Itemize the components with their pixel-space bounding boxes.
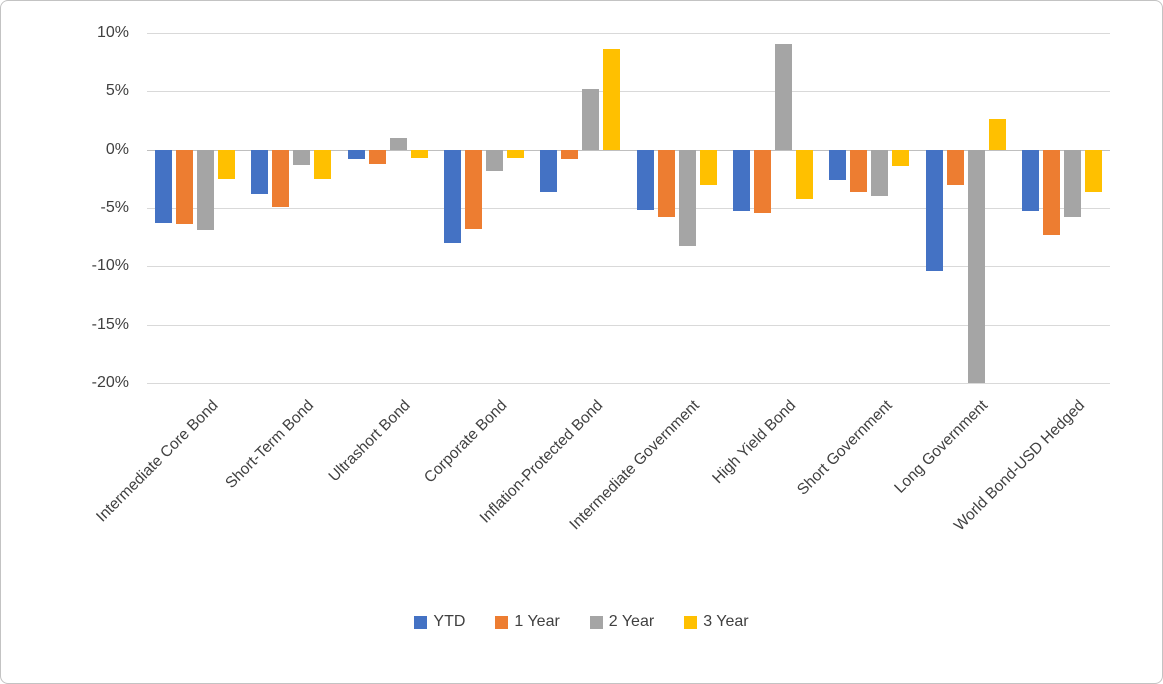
x-category-label: Ultrashort Bond xyxy=(325,397,414,486)
bar xyxy=(892,149,910,166)
legend-item: 1 Year xyxy=(495,613,560,631)
legend-swatch-icon xyxy=(589,615,603,629)
bar xyxy=(293,149,311,165)
x-category-label: Corporate Bond xyxy=(420,397,511,487)
x-category-label: Short Government xyxy=(793,397,896,499)
bar xyxy=(1021,149,1039,212)
gridline xyxy=(147,208,1110,209)
x-category-label: Long Government xyxy=(891,397,992,497)
legend-label: 1 Year xyxy=(514,613,560,630)
bar xyxy=(347,149,365,159)
y-tick-label: 0% xyxy=(105,140,129,158)
y-tick-label: 5% xyxy=(105,82,129,100)
bar xyxy=(925,149,943,271)
bar xyxy=(603,49,621,150)
bar xyxy=(732,149,750,212)
bar xyxy=(988,119,1006,150)
y-tick-label: -20% xyxy=(91,374,129,391)
gridline xyxy=(147,266,1110,268)
bar xyxy=(829,149,847,180)
bar xyxy=(967,149,985,383)
legend-swatch-icon xyxy=(495,615,509,629)
y-tick-label: 10% xyxy=(96,24,129,41)
bar xyxy=(272,149,290,207)
bar xyxy=(389,138,407,150)
legend-swatch-icon xyxy=(684,615,698,629)
bar xyxy=(1063,149,1081,218)
bar xyxy=(540,149,558,192)
x-category-label: Intermediate Core Bond xyxy=(92,397,222,526)
legend-item: 2 Year xyxy=(589,613,655,631)
gridline xyxy=(147,383,1110,384)
bar xyxy=(850,149,868,192)
x-axis-line xyxy=(147,149,1110,151)
bar xyxy=(314,149,332,179)
legend-label: 2 Year xyxy=(608,613,655,630)
gridline xyxy=(147,91,1110,93)
bar xyxy=(753,149,771,213)
bar xyxy=(636,149,654,211)
bar xyxy=(176,149,194,225)
bar xyxy=(155,149,173,224)
bar xyxy=(507,149,525,158)
bar xyxy=(871,149,889,197)
bar xyxy=(678,149,696,247)
legend-item: 3 Year xyxy=(684,613,749,631)
x-category-label: High Yield Bond xyxy=(708,397,799,488)
y-tick-label: -15% xyxy=(91,315,129,333)
bar xyxy=(1042,149,1060,235)
bar xyxy=(699,149,717,185)
legend-swatch-icon xyxy=(414,615,428,629)
legend-label: YTD xyxy=(433,613,466,630)
bar xyxy=(444,149,462,243)
bar xyxy=(486,149,504,171)
legend-label: 3 Year xyxy=(703,613,749,630)
y-tick-label: -10% xyxy=(91,257,129,275)
gridline xyxy=(147,33,1110,34)
bar xyxy=(774,43,792,150)
bar xyxy=(795,149,813,199)
bar xyxy=(561,149,579,159)
bar xyxy=(1084,149,1102,192)
bar xyxy=(946,149,964,185)
bar xyxy=(218,149,236,179)
bar xyxy=(582,89,600,150)
bar xyxy=(465,149,483,229)
y-tick-label: -5% xyxy=(100,199,129,216)
bar xyxy=(657,149,675,218)
bar xyxy=(197,149,215,231)
x-category-label: Short-Term Bond xyxy=(222,397,318,492)
bar xyxy=(251,149,269,194)
legend: YTD 1 Year 2 Year 3 Year xyxy=(1,613,1162,631)
bar xyxy=(368,149,386,164)
gridline xyxy=(147,324,1110,326)
bar xyxy=(410,149,428,158)
legend-item: YTD xyxy=(414,613,465,631)
